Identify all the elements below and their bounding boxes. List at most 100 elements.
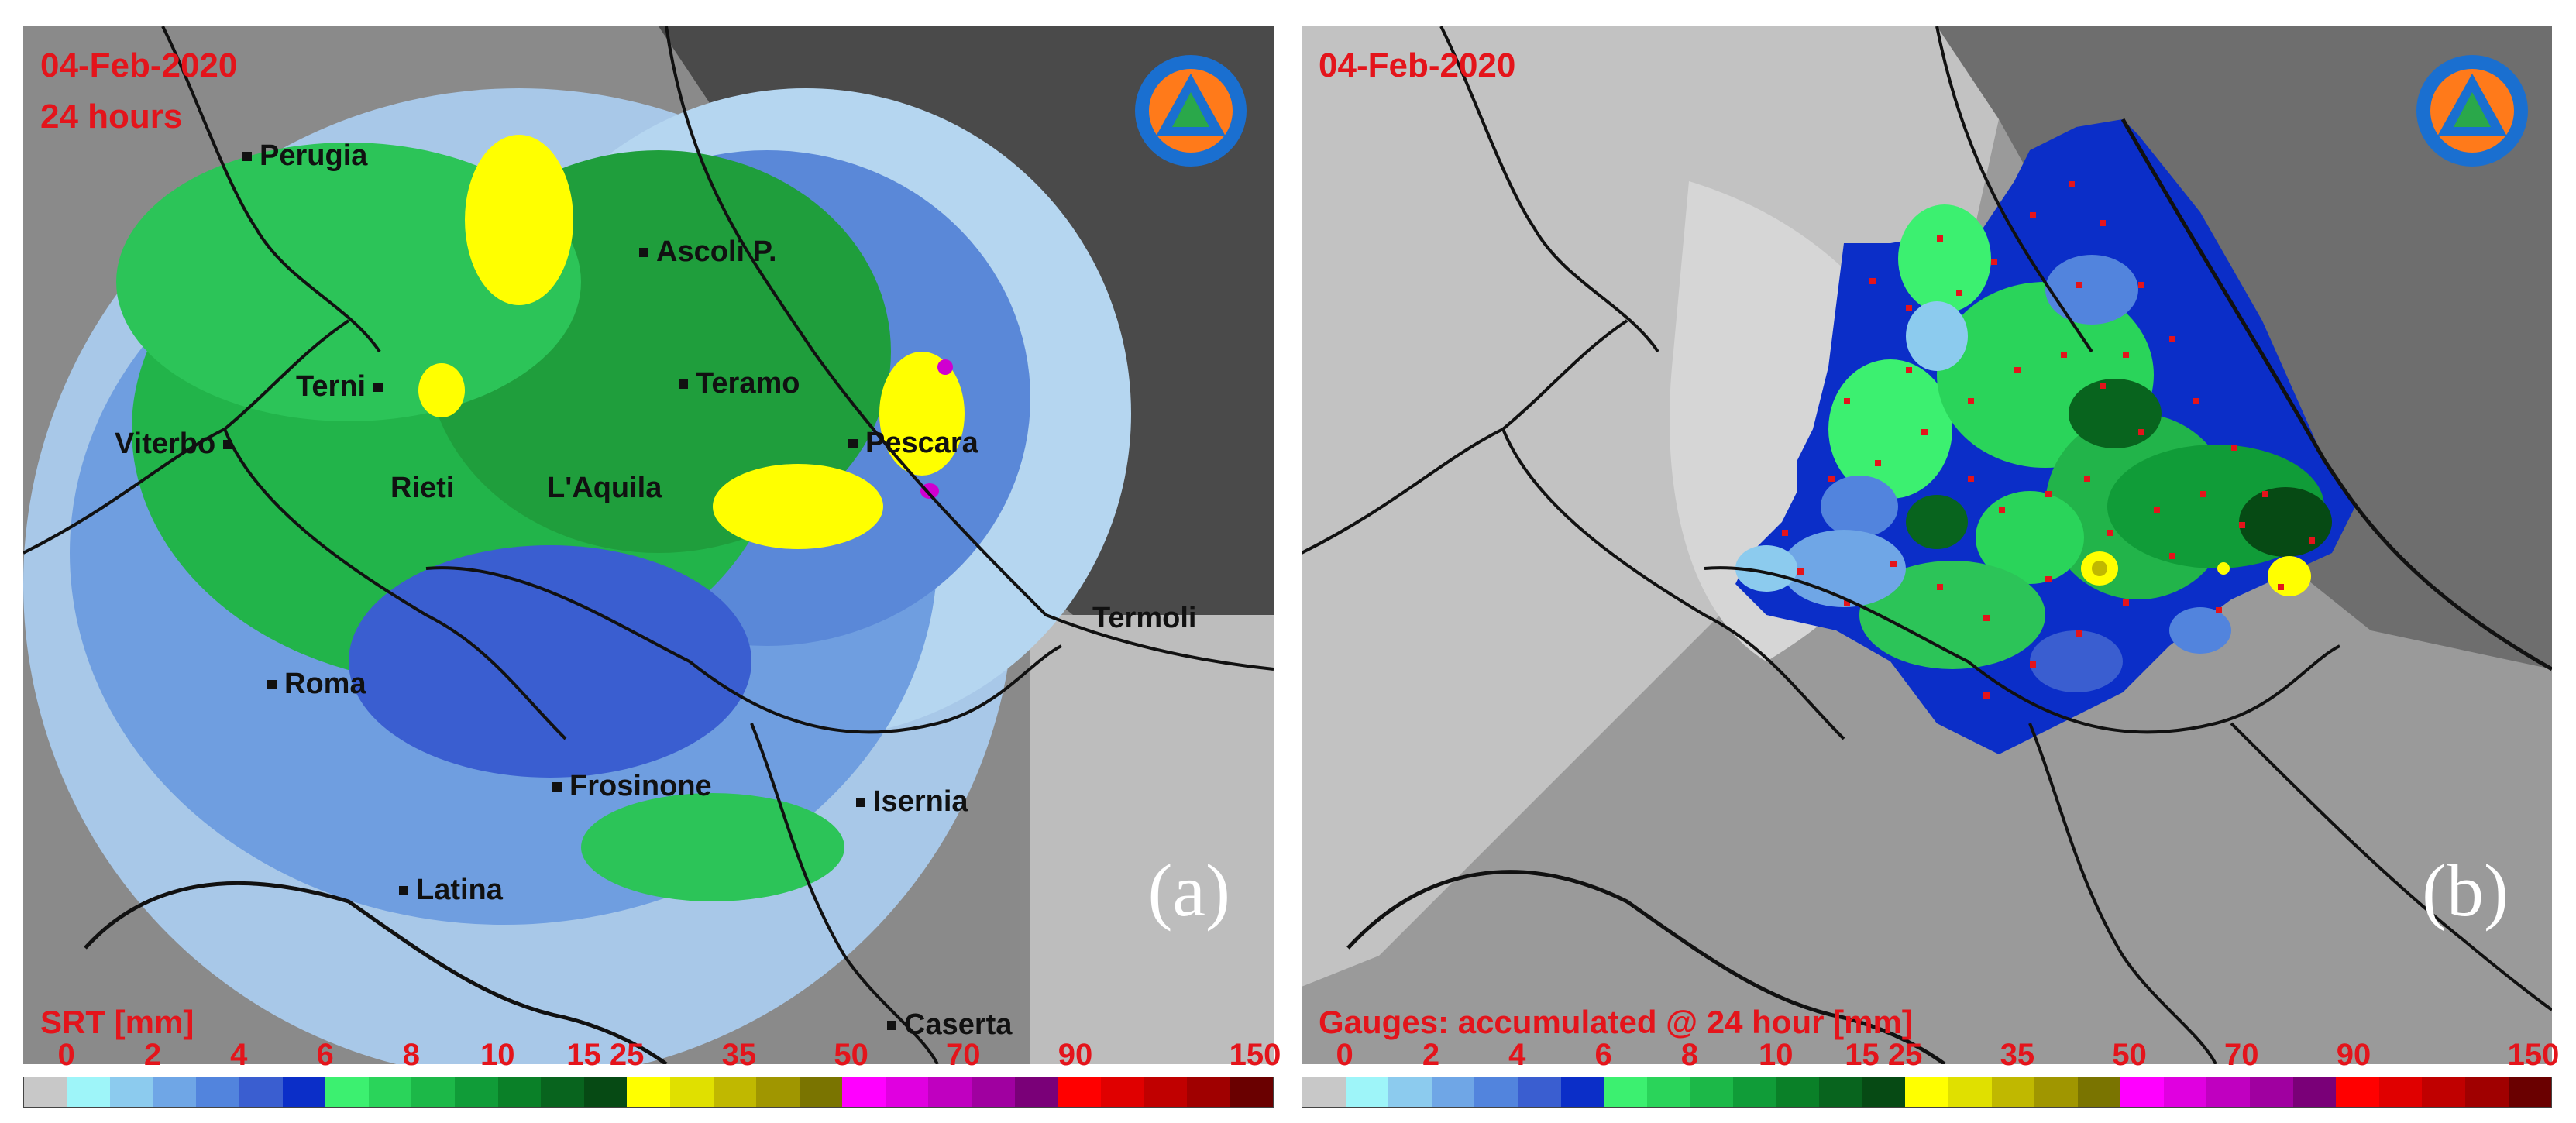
color-scale-tick-label: 25 <box>609 1038 645 1072</box>
color-scale-tick-label: 0 <box>57 1038 75 1072</box>
city-label: Frosinone <box>552 770 712 803</box>
color-scale: 0 2 4 6 8 10 15 25 35 50 70 90 150 <box>23 1038 1281 1123</box>
color-scale-swatch <box>1819 1077 1862 1107</box>
color-scale-swatch <box>1690 1077 1733 1107</box>
color-scale-swatch <box>1187 1077 1230 1107</box>
color-scale-swatch <box>2292 1077 2337 1107</box>
color-scale-tick-label: 70 <box>2224 1038 2259 1072</box>
color-scale-swatch <box>67 1077 111 1107</box>
color-scale-swatch <box>885 1077 929 1107</box>
color-scale-swatch <box>1100 1077 1144 1107</box>
city-marker <box>679 379 688 389</box>
color-scale-swatch <box>541 1077 584 1107</box>
color-scale-tick-label: 15 <box>566 1038 601 1072</box>
color-scale-swatch <box>110 1077 153 1107</box>
color-scale-swatch <box>2206 1077 2251 1107</box>
gauge-map-graphic <box>1302 26 2552 1064</box>
color-scale-swatch <box>1230 1077 1274 1107</box>
color-scale-bar <box>1302 1077 2552 1108</box>
city-marker <box>242 151 252 161</box>
color-scale-tick-label: 8 <box>1680 1038 1699 1072</box>
protezione-civile-logo-icon <box>2416 55 2528 167</box>
color-scale-swatch <box>24 1077 67 1107</box>
color-scale-tick-label: 6 <box>1594 1038 1612 1072</box>
color-scale-swatch <box>669 1077 714 1107</box>
color-scale-swatch <box>2465 1077 2509 1107</box>
city-label: Roma <box>267 668 366 701</box>
city-marker <box>267 679 277 689</box>
color-scale-swatch <box>928 1077 972 1107</box>
color-scale-swatch <box>1345 1077 1389 1107</box>
color-scale-tick-label: 0 <box>1336 1038 1353 1072</box>
city-marker <box>223 439 233 449</box>
color-scale-tick-label: 50 <box>834 1038 868 1072</box>
color-scale-swatch <box>2508 1077 2552 1107</box>
color-scale-swatch <box>2120 1077 2164 1107</box>
color-scale-swatch <box>497 1077 542 1107</box>
color-scale-swatch <box>1862 1077 1906 1107</box>
city-marker <box>848 438 858 448</box>
city-marker <box>373 382 383 392</box>
color-scale-swatch <box>627 1077 670 1107</box>
color-scale-tick-label: 35 <box>2000 1038 2035 1072</box>
color-scale-tick-label: 10 <box>1758 1038 1794 1072</box>
color-scale-swatch <box>1474 1077 1518 1107</box>
color-scale-tick-label: 15 <box>1845 1038 1880 1072</box>
city-label: Terni <box>296 370 383 404</box>
color-scale-swatch <box>196 1077 239 1107</box>
color-scale-swatch <box>153 1077 197 1107</box>
city-label: L'Aquila <box>547 472 662 504</box>
color-scale-swatch <box>1604 1077 1647 1107</box>
color-scale-tick-label: 70 <box>946 1038 981 1072</box>
color-scale-swatch <box>842 1077 886 1107</box>
color-scale-tick-label: 25 <box>1887 1038 1923 1072</box>
city-label: Pescara <box>848 427 978 460</box>
color-scale-swatch <box>2163 1077 2207 1107</box>
color-scale-swatch <box>1302 1077 1346 1107</box>
color-scale-swatch <box>454 1077 498 1107</box>
date-label: 04-Feb-2020 <box>40 46 238 84</box>
city-marker <box>552 781 562 792</box>
color-scale-swatch <box>2336 1077 2379 1107</box>
color-scale-swatch <box>2378 1077 2423 1107</box>
color-scale-tick-label: 50 <box>2112 1038 2147 1072</box>
city-marker <box>639 247 648 257</box>
color-scale-swatch <box>325 1077 369 1107</box>
city-label: Termoli <box>1092 602 1197 634</box>
city-label: Latina <box>399 874 503 907</box>
color-scale-swatch <box>756 1077 800 1107</box>
date-label: 04-Feb-2020 <box>1319 46 1516 84</box>
color-scale-swatch <box>1058 1077 1101 1107</box>
city-label: Rieti <box>390 472 455 504</box>
color-scale-swatch <box>1776 1077 1820 1107</box>
city-label: Perugia <box>242 139 367 173</box>
color-scale-swatch <box>1431 1077 1475 1107</box>
color-scale-swatch <box>1948 1077 1992 1107</box>
color-scale-swatch <box>2422 1077 2466 1107</box>
color-scale-swatch <box>1388 1077 1432 1107</box>
color-scale-tick-label: 150 <box>2507 1038 2560 1072</box>
gauge-map-panel: 04-Feb-2020 (b) Gauges: accumulated @ 24… <box>1302 26 2552 1064</box>
color-scale-tick-label: 10 <box>480 1038 515 1072</box>
color-scale-swatch <box>713 1077 757 1107</box>
radar-map-graphic <box>23 26 1274 1064</box>
color-scale-swatch <box>1517 1077 1561 1107</box>
city-label: Ascoli P. <box>639 235 777 269</box>
color-scale-swatch <box>368 1077 412 1107</box>
color-scale-swatch <box>1560 1077 1604 1107</box>
panel-letter: (a) <box>1147 849 1230 932</box>
duration-label: 24 hours <box>40 98 183 136</box>
color-scale-tick-label: 90 <box>2336 1038 2371 1072</box>
city-label: Caserta <box>887 1008 1012 1042</box>
color-scale-tick-label: 2 <box>143 1038 162 1072</box>
color-scale-swatch <box>583 1077 628 1107</box>
color-scale-swatch <box>1905 1077 1948 1107</box>
color-scale-tick-label: 4 <box>1508 1038 1526 1072</box>
color-scale-tick-label: 150 <box>1229 1038 1281 1072</box>
color-scale-tick-label: 35 <box>721 1038 757 1072</box>
color-scale-labels: 0 2 4 6 8 10 15 25 35 50 70 90 150 <box>1302 1038 2560 1073</box>
panel-letter: (b) <box>2422 849 2509 932</box>
legend-title: SRT [mm] <box>40 1004 194 1040</box>
color-scale-swatch <box>2077 1077 2121 1107</box>
color-scale-swatch <box>1991 1077 2035 1107</box>
